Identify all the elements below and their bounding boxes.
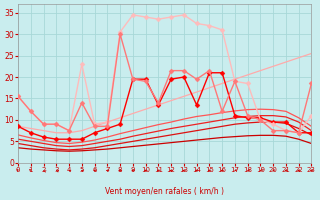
- X-axis label: Vent moyen/en rafales ( km/h ): Vent moyen/en rafales ( km/h ): [105, 187, 224, 196]
